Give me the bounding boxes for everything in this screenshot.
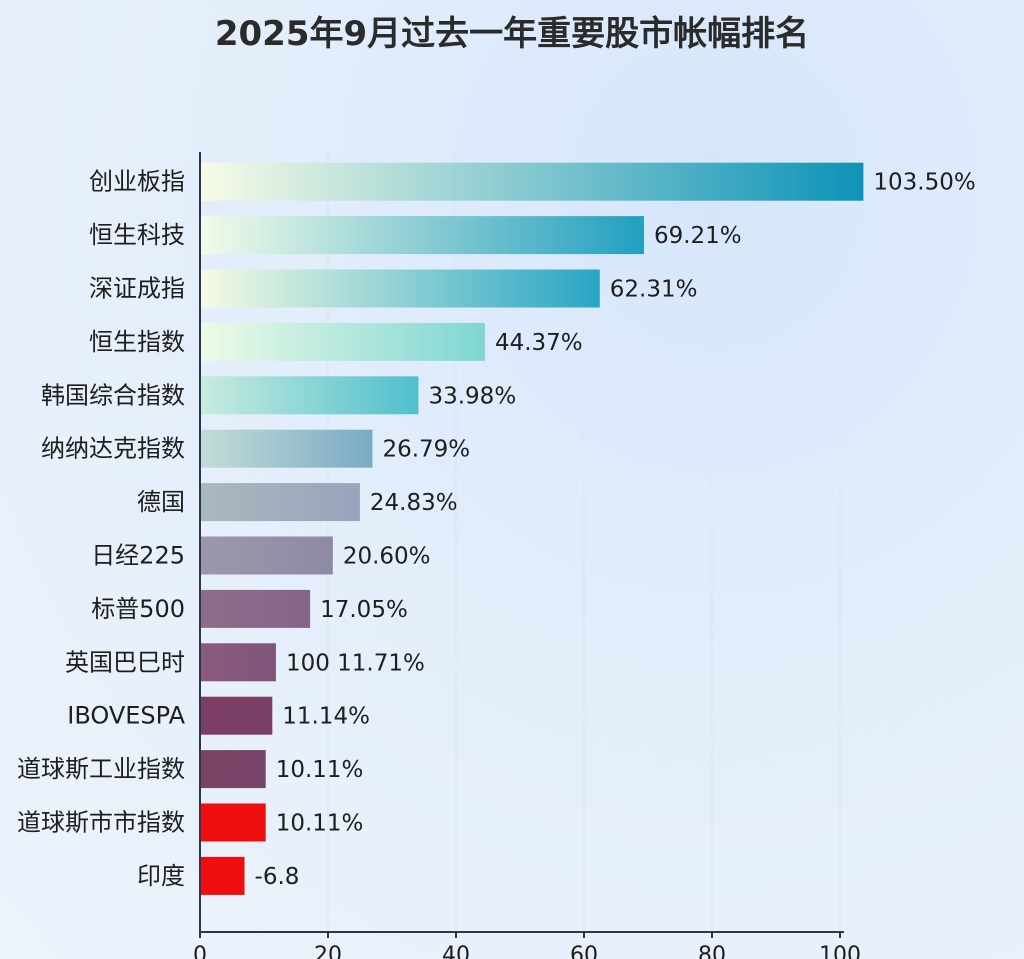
x-tick-label: 100: [819, 943, 861, 959]
category-label: 标普500: [91, 595, 185, 623]
value-label: 10.11%: [276, 757, 364, 783]
bar-11: [201, 696, 273, 735]
category-label: 英国巴巳时: [65, 648, 185, 676]
value-label: 17.05%: [320, 597, 408, 623]
value-label: 100 11.71%: [286, 650, 425, 676]
value-label: 24.83%: [370, 490, 458, 516]
chart-title: 2025年9月过去一年重要股市帐幅排名: [214, 14, 810, 54]
bars-layer: [201, 162, 864, 895]
category-label: 纳纳达克指数: [41, 435, 185, 463]
category-label: 德国: [137, 488, 185, 516]
category-label: 道球斯工业指数: [17, 755, 185, 783]
category-label: 日经225: [91, 542, 185, 570]
category-label: 印度: [137, 862, 185, 890]
bar-4: [201, 322, 485, 361]
value-label: 69.21%: [654, 223, 742, 249]
value-label: 20.60%: [343, 544, 431, 570]
value-label: 33.98%: [428, 383, 516, 409]
bar-9: [201, 589, 311, 628]
category-label: 恒生科技: [89, 221, 185, 249]
x-tick-label: 40: [442, 943, 470, 959]
value-label: 10.11%: [276, 811, 364, 837]
x-tick-label: 0: [193, 943, 207, 959]
bar-14: [201, 856, 245, 895]
x-tick-label: 20: [314, 943, 342, 959]
value-label: 26.79%: [382, 437, 470, 463]
value-label: -6.8: [255, 864, 300, 890]
bar-6: [201, 429, 373, 468]
labels-layer: 创业板指 103.50% 恒生科技 69.21% 深证成指 62.31% 恒生指数 44.37…: [17, 168, 976, 890]
value-label: 103.50%: [873, 170, 975, 196]
category-label: 韩国综合指数: [41, 381, 185, 409]
category-label: 恒生指数: [89, 328, 185, 356]
bar-5: [201, 376, 419, 415]
category-label: 道球斯市市指数: [17, 809, 185, 837]
value-label: 11.14%: [282, 704, 370, 730]
category-label: 深证成指: [89, 275, 185, 303]
x-tick-label: 80: [698, 943, 726, 959]
bar-13: [201, 803, 266, 842]
bar-12: [201, 750, 266, 789]
bar-1: [201, 162, 864, 201]
bar-2: [201, 216, 644, 255]
bar-10: [201, 643, 276, 682]
value-label: 44.37%: [495, 330, 583, 356]
x-tick-label: 60: [570, 943, 598, 959]
bar-3: [201, 269, 600, 308]
category-label: IBOVESPA: [67, 702, 185, 730]
value-label: 62.31%: [610, 277, 698, 303]
category-label: 创业板指: [89, 168, 185, 196]
axis-layer: 0 20 40 60 80 100: [193, 152, 861, 959]
bar-8: [201, 536, 333, 575]
bar-7: [201, 483, 360, 522]
